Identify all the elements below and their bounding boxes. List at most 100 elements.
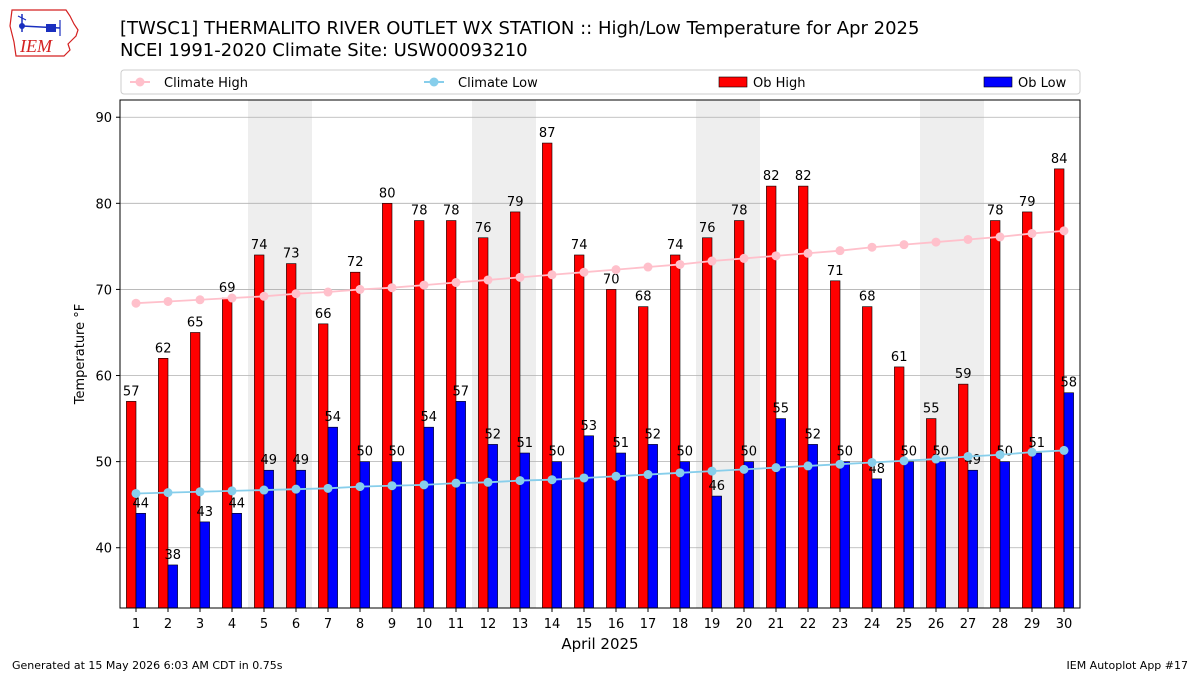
- ob-high-label: 84: [1051, 152, 1068, 167]
- climate-low-point: [995, 450, 1005, 460]
- y-tick-label: 60: [95, 370, 112, 385]
- climate-low-point: [387, 481, 397, 491]
- ob-high-label: 68: [859, 290, 876, 305]
- ob-high-label: 87: [539, 126, 556, 141]
- climate-low-point: [1027, 447, 1037, 457]
- climate-low-point: [803, 461, 813, 471]
- climate-high-point: [931, 237, 941, 247]
- ob-high-label: 73: [283, 247, 300, 262]
- climate-high-point: [323, 287, 333, 297]
- climate-low-point: [675, 468, 685, 478]
- ob-low-label: 49: [293, 453, 310, 468]
- ob-high-label: 61: [891, 350, 908, 365]
- y-axis-label: Temperature °F: [73, 304, 88, 405]
- climate-high-point: [771, 251, 781, 261]
- ob-low-bar: [775, 418, 786, 609]
- climate-low-point: [579, 473, 589, 483]
- ob-high-bar: [1022, 211, 1033, 609]
- climate-low-point: [707, 466, 717, 476]
- ob-low-bar: [871, 478, 882, 609]
- x-tick-label: 25: [896, 617, 913, 632]
- legend-label: Climate High: [164, 76, 248, 91]
- ob-low-bar: [967, 469, 978, 609]
- x-tick-label: 27: [960, 617, 977, 632]
- ob-low-bar: [167, 564, 178, 609]
- climate-low-point: [611, 471, 621, 481]
- ob-low-bar: [1031, 452, 1042, 609]
- ob-high-bar: [766, 185, 777, 609]
- ob-high-bar: [478, 237, 489, 609]
- ob-low-label: 50: [741, 445, 758, 460]
- ob-low-label: 38: [165, 548, 182, 563]
- ob-high-label: 69: [219, 281, 236, 296]
- ob-high-label: 62: [155, 341, 172, 356]
- x-tick-label: 20: [736, 617, 753, 632]
- ob-high-label: 76: [699, 221, 716, 236]
- ob-low-bar: [839, 461, 850, 609]
- ob-low-label: 50: [837, 445, 854, 460]
- climate-high-point: [1059, 226, 1069, 236]
- ob-low-bar: [935, 461, 946, 609]
- ob-high-label: 79: [1019, 195, 1036, 210]
- climate-high-point: [515, 272, 525, 282]
- ob-high-bar: [190, 332, 201, 609]
- ob-low-label: 44: [133, 496, 150, 511]
- climate-high-point: [195, 295, 205, 305]
- climate-low-point: [195, 487, 205, 497]
- climate-high-point: [707, 256, 717, 266]
- climate-low-point: [867, 457, 877, 467]
- ob-low-label: 52: [645, 427, 662, 442]
- x-tick-label: 12: [480, 617, 497, 632]
- climate-high-point: [803, 248, 813, 258]
- climate-high-point: [1027, 228, 1037, 238]
- climate-high-point: [131, 298, 141, 308]
- x-tick-label: 30: [1056, 617, 1073, 632]
- x-tick-label: 16: [608, 617, 625, 632]
- x-tick-label: 6: [292, 617, 300, 632]
- x-tick-label: 9: [388, 617, 396, 632]
- ob-low-label: 55: [773, 402, 790, 417]
- ob-low-label: 53: [581, 419, 598, 434]
- climate-high-point: [995, 232, 1005, 242]
- ob-high-bar: [670, 254, 681, 609]
- climate-low-point: [355, 482, 365, 492]
- ob-low-bar: [1063, 392, 1074, 609]
- ob-low-bar: [743, 461, 754, 609]
- ob-low-bar: [711, 495, 722, 609]
- climate-low-point: [259, 485, 269, 495]
- ob-high-bar: [990, 220, 1001, 609]
- iem-logo: IEM: [9, 9, 79, 57]
- climate-low-point: [643, 470, 653, 480]
- climate-high-point: [419, 280, 429, 290]
- x-tick-label: 3: [196, 617, 204, 632]
- legend-label: Climate Low: [458, 76, 538, 91]
- app-note: IEM Autoplot App #17: [1066, 659, 1189, 672]
- climate-low-point: [899, 456, 909, 466]
- climate-high-point: [643, 262, 653, 272]
- climate-high-point: [867, 242, 877, 252]
- ob-high-label: 74: [251, 238, 268, 253]
- x-tick-label: 23: [832, 617, 849, 632]
- climate-high-point: [451, 278, 461, 288]
- ob-low-label: 52: [485, 427, 502, 442]
- x-tick-label: 2: [164, 617, 172, 632]
- ob-high-bar: [958, 383, 969, 609]
- climate-low-point: [419, 480, 429, 490]
- x-tick-label: 18: [672, 617, 689, 632]
- ob-low-bar: [519, 452, 530, 609]
- ob-high-bar: [382, 203, 393, 609]
- ob-high-label: 68: [635, 290, 652, 305]
- legend-label: Ob High: [753, 76, 806, 91]
- x-tick-label: 22: [800, 617, 817, 632]
- x-tick-label: 15: [576, 617, 593, 632]
- ob-low-bar: [135, 512, 146, 609]
- x-axis-label: April 2025: [561, 635, 638, 653]
- ob-high-bar: [638, 306, 649, 609]
- climate-low-point: [835, 459, 845, 469]
- x-tick-label: 1: [132, 617, 140, 632]
- legend-bar-swatch: [983, 76, 1013, 88]
- climate-low-point: [163, 488, 173, 498]
- climate-low-line: [135, 449, 1065, 495]
- x-tick-label: 11: [448, 617, 465, 632]
